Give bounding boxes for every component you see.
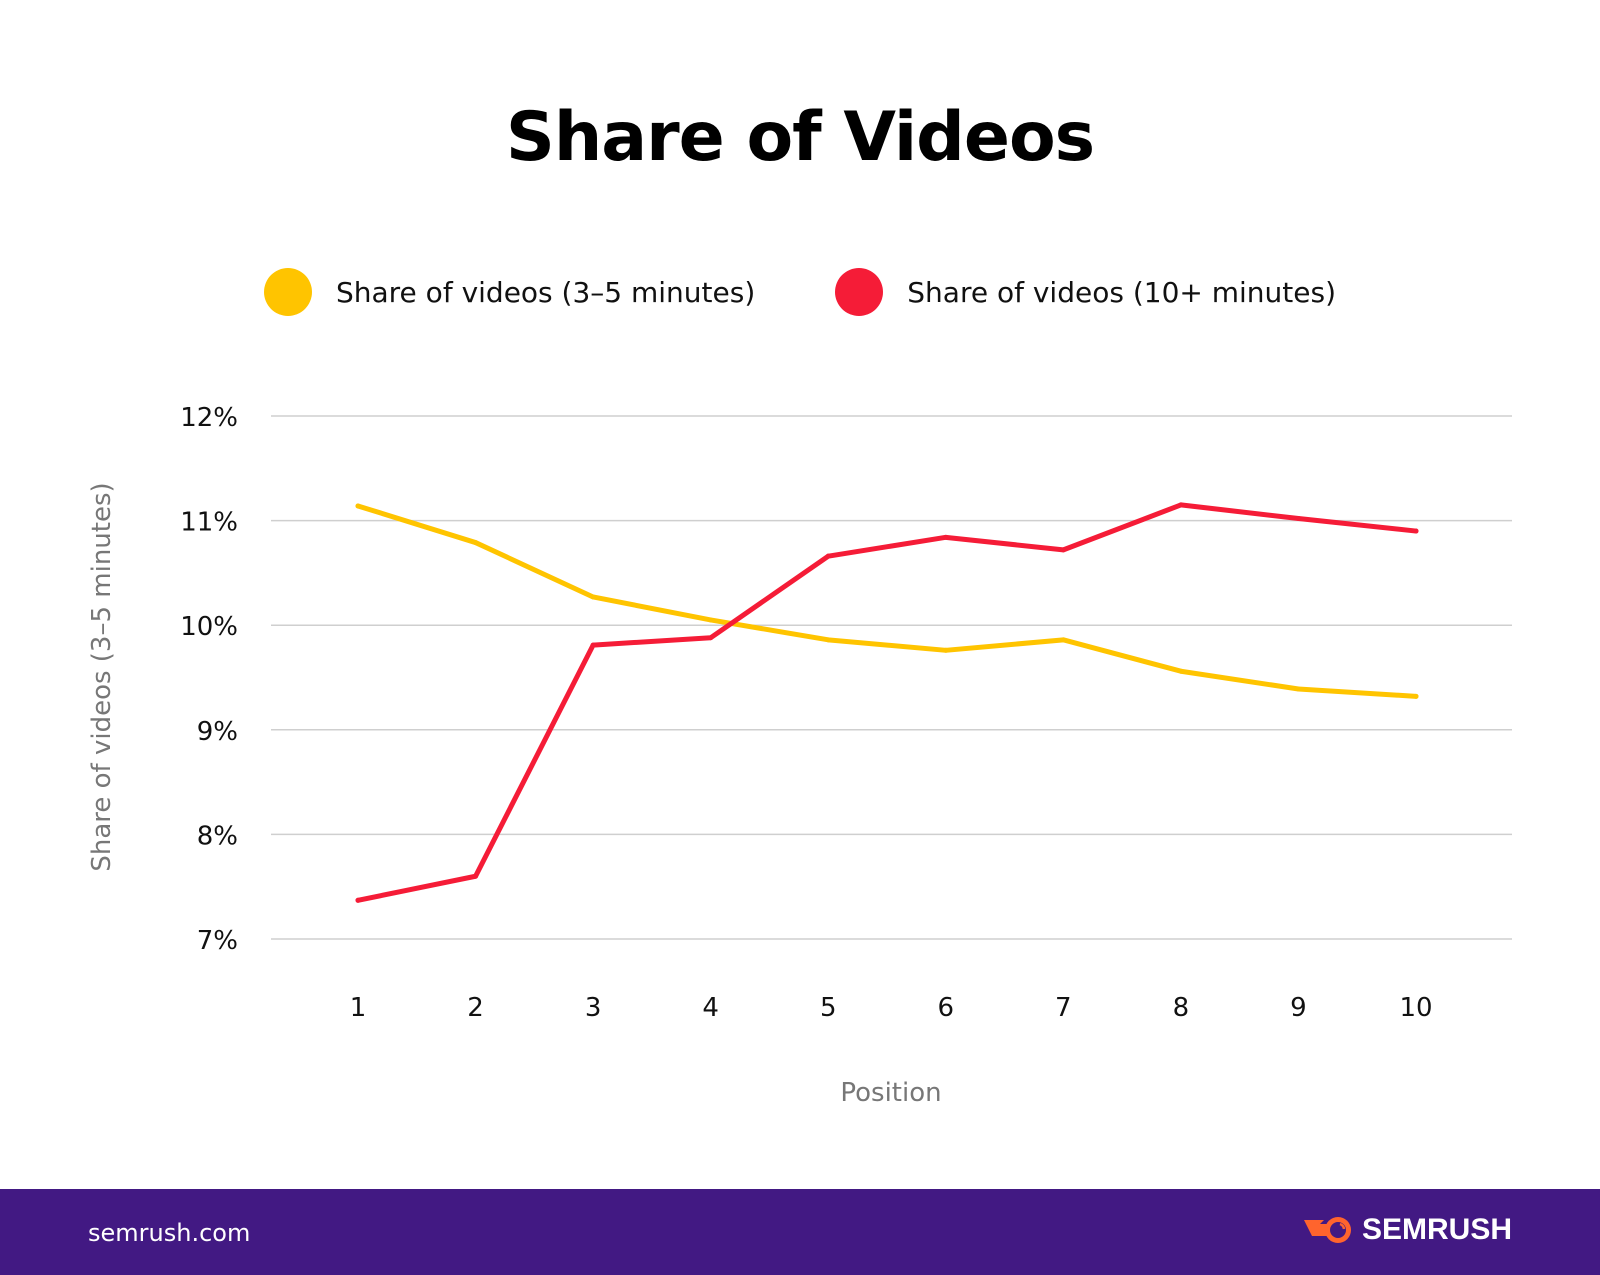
- data-point: [355, 897, 361, 903]
- legend-label: Share of videos (10+ minutes): [907, 275, 1337, 309]
- x-tick-label: 8: [1173, 993, 1190, 1023]
- legend-swatch: [835, 268, 884, 316]
- data-point: [708, 635, 714, 641]
- data-point: [473, 873, 479, 879]
- y-tick-label: 7%: [197, 926, 238, 956]
- data-point: [943, 647, 949, 653]
- data-point: [943, 534, 949, 540]
- series-line-2: [355, 502, 1419, 903]
- y-tick-label: 8%: [197, 821, 238, 851]
- semrush-flame-icon: [1303, 1217, 1351, 1243]
- data-point: [1413, 693, 1419, 699]
- x-tick-label: 7: [1055, 993, 1072, 1023]
- y-tick-label: 9%: [197, 717, 238, 747]
- x-tick-label: 1: [350, 993, 367, 1023]
- legend-swatch: [263, 268, 312, 316]
- data-point: [355, 503, 361, 509]
- line-chart: Share of videos (3–5 minutes) Position 7…: [87, 403, 1512, 1108]
- footer: semrush.com SEMRUSH: [0, 1189, 1600, 1275]
- x-tick-label: 3: [585, 993, 602, 1023]
- x-tick-label: 10: [1399, 993, 1432, 1023]
- data-point: [825, 553, 831, 559]
- data-point: [590, 642, 596, 648]
- legend: Share of videos (3–5 minutes) Share of v…: [0, 268, 1600, 316]
- site-url: semrush.com: [88, 1219, 251, 1247]
- x-tick-label: 2: [467, 993, 484, 1023]
- data-point: [1295, 516, 1301, 522]
- y-tick-label: 11%: [180, 508, 238, 538]
- semrush-logo: SEMRUSH: [1302, 1213, 1512, 1247]
- legend-item: Share of videos (10+ minutes): [835, 268, 1336, 316]
- data-point: [590, 594, 596, 600]
- data-point: [1178, 502, 1184, 508]
- data-point: [708, 617, 714, 623]
- data-point: [473, 540, 479, 546]
- x-tick-label: 4: [702, 993, 719, 1023]
- data-point: [1060, 637, 1066, 643]
- y-axis-label: Share of videos (3–5 minutes): [87, 482, 117, 871]
- data-point: [1295, 686, 1301, 692]
- legend-item: Share of videos (3–5 minutes): [263, 268, 756, 316]
- legend-label: Share of videos (3–5 minutes): [335, 275, 756, 309]
- data-point: [1060, 547, 1066, 553]
- brand-name: SEMRUSH: [1361, 1213, 1512, 1246]
- x-axis-label: Position: [840, 1078, 941, 1108]
- data-point: [1178, 668, 1184, 674]
- y-tick-label: 12%: [180, 403, 238, 433]
- series-line-1: [355, 503, 1419, 699]
- x-tick-label: 9: [1290, 993, 1307, 1023]
- data-point: [1413, 528, 1419, 534]
- x-tick-label: 6: [938, 993, 955, 1023]
- data-point: [825, 637, 831, 643]
- y-tick-label: 10%: [180, 612, 238, 642]
- chart-title: Share of Videos: [505, 98, 1095, 177]
- x-tick-label: 5: [820, 993, 837, 1023]
